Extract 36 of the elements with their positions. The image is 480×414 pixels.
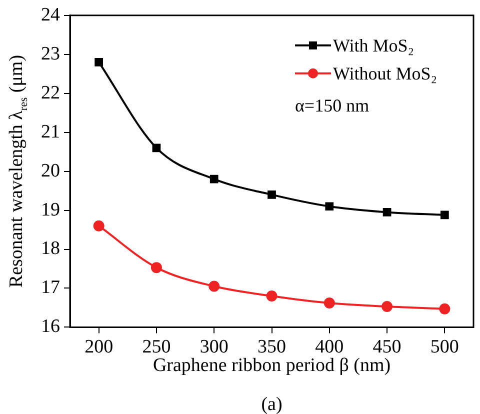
- point: [268, 190, 276, 199]
- x-tick-label: 400: [315, 336, 344, 358]
- x-tick-label: 250: [142, 336, 171, 358]
- point: [266, 290, 278, 302]
- point: [152, 144, 161, 152]
- point: [324, 298, 335, 309]
- y-tick-label: 22: [41, 82, 60, 104]
- point: [325, 202, 334, 211]
- point: [210, 174, 218, 184]
- point: [382, 301, 393, 312]
- annotation: α=150 nm: [295, 95, 370, 116]
- point: [150, 262, 162, 274]
- point: [439, 303, 450, 314]
- y-tick-label: 17: [41, 277, 60, 298]
- point: [208, 280, 220, 292]
- y-tick-label: 16: [41, 316, 60, 338]
- legend-label: Without MoS₂: [333, 63, 438, 84]
- y-axis-title: Resonant wavelength λres (μm): [6, 54, 30, 288]
- text: (a): [261, 394, 282, 414]
- legend-label: With MoS₂: [333, 35, 414, 56]
- y-tick-label: 24: [41, 4, 60, 26]
- x-tick-label: 350: [258, 336, 286, 358]
- x-tick-label: 200: [84, 336, 114, 358]
- x-tick-label: 450: [372, 336, 402, 358]
- point: [382, 208, 392, 216]
- point: [93, 220, 104, 232]
- x-tick-label: 500: [430, 336, 459, 358]
- y-tick-label: 19: [41, 199, 60, 220]
- x-axis-title: Graphene ribbon period β (nm): [152, 355, 391, 376]
- x-tick-label: 300: [200, 336, 228, 358]
- point: [440, 210, 449, 220]
- y-tick-label: 18: [41, 238, 60, 260]
- y-tick-label: 21: [41, 121, 60, 142]
- y-tick-label: 23: [41, 43, 60, 64]
- point: [94, 58, 104, 66]
- y-tick-label: 20: [41, 160, 60, 182]
